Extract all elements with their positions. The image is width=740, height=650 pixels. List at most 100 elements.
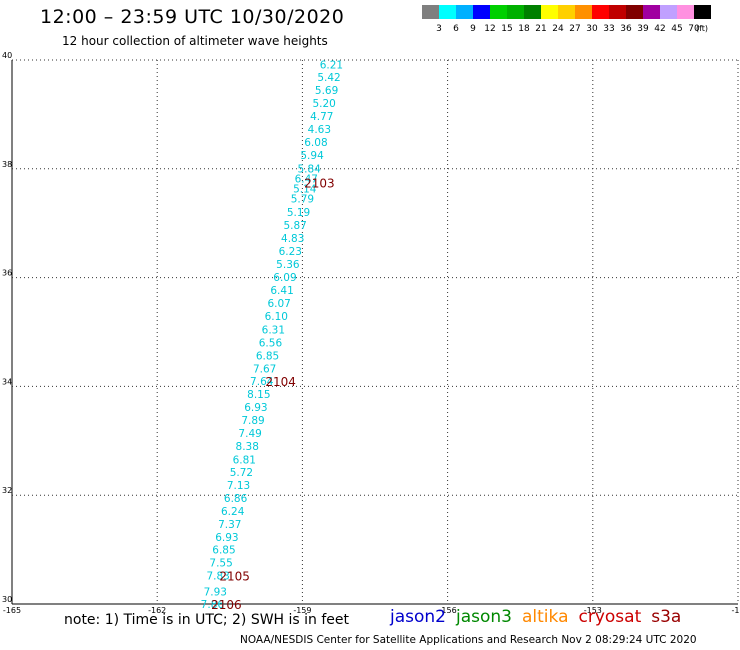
wave-height-point: 5.14 (293, 183, 317, 195)
wave-height-point: 6.10 (265, 311, 288, 323)
wave-height-point: 7.13 (227, 480, 250, 492)
colorbar-swatch (456, 5, 473, 19)
colorbar-swatch (490, 5, 507, 19)
colorbar-swatch (473, 5, 490, 19)
colorbar-label: 24 (552, 24, 564, 34)
wave-height-point: 7.67 (253, 363, 276, 375)
colorbar-swatch (422, 5, 439, 19)
wave-height-point: 5.94 (300, 150, 324, 162)
colorbar-label: 6 (453, 24, 459, 34)
colorbar-swatch (439, 5, 456, 19)
wave-height-point: 5.42 (317, 72, 340, 84)
time-label: 2104 (265, 375, 296, 389)
wave-height-point: 6.85 (256, 350, 279, 362)
colorbar-label: 15 (501, 24, 513, 34)
wave-height-point: 6.93 (215, 532, 238, 544)
wave-height-point: 8.38 (236, 441, 259, 453)
satellite-legend-entry: s3a (651, 607, 682, 627)
colorbar-swatch (626, 5, 643, 19)
wave-height-point: 6.21 (320, 59, 343, 71)
y-tick-label: 34 (2, 377, 12, 386)
wave-height-point: 6.31 (262, 324, 285, 336)
y-tick-label: 40 (2, 51, 12, 60)
wave-height-point: 5.36 (276, 259, 300, 271)
time-label: 2105 (219, 570, 250, 584)
colorbar-label: 9 (470, 24, 476, 34)
wave-height-point: 7.93 (204, 586, 227, 598)
y-tick-label: 30 (2, 595, 12, 604)
colorbar-swatch (541, 5, 558, 19)
wave-height-point: 6.93 (244, 402, 267, 414)
wave-height-point: 7.49 (238, 428, 261, 440)
x-tick-label: -153 (584, 606, 602, 615)
satellite-legend-entry: cryosat (578, 607, 642, 627)
wave-height-point: 6.07 (267, 298, 290, 310)
y-tick-label: 36 (2, 269, 12, 278)
wave-height-point: 6.47 (295, 174, 318, 186)
satellite-legend-entry: jason3 (456, 607, 512, 627)
wave-height-point: 7.64 (250, 376, 274, 388)
time-label: 2103 (304, 176, 335, 190)
wave-height-point: 6.56 (259, 337, 283, 349)
colorbar-label: 45 (671, 24, 683, 34)
colorbar-swatch (575, 5, 592, 19)
wave-height-point: 6.81 (233, 454, 256, 466)
wave-height-point: 4.77 (310, 111, 333, 123)
x-tick-label: -165 (3, 606, 21, 615)
time-label: 2106 (211, 598, 242, 612)
satellite-legend-entry: jason2 (390, 607, 446, 627)
wave-height-point: 6.85 (212, 545, 235, 557)
wave-height-point: 5.72 (230, 467, 253, 479)
colorbar-label: 18 (518, 24, 530, 34)
colorbar-swatch (660, 5, 677, 19)
colorbar-swatch (677, 5, 694, 19)
colorbar-swatch (558, 5, 575, 19)
wave-height-point: 5.19 (287, 207, 310, 219)
colorbar-swatch (643, 5, 660, 19)
wave-height-point: 8.15 (247, 389, 270, 401)
x-tick-label: -159 (293, 606, 311, 615)
x-tick-label: -15 (731, 606, 740, 615)
x-tick-label: -156 (439, 606, 457, 615)
colorbar-label: 39 (637, 24, 649, 34)
wave-height-point: 6.23 (279, 246, 302, 258)
y-tick-label: 38 (2, 160, 12, 169)
wave-height-point: 7.37 (218, 519, 241, 531)
wave-height-point: 5.87 (283, 220, 306, 232)
wave-height-point: 7.83 (206, 571, 229, 583)
wave-height-point: 7.86 (201, 599, 225, 611)
satellite-legend: jason2 jason3 altika cryosat s3a (390, 607, 691, 627)
wave-height-point: 6.86 (224, 493, 248, 505)
wave-height-point: 6.24 (221, 506, 245, 518)
wave-height-point: 6.08 (304, 137, 327, 149)
colorbar-label: 27 (569, 24, 581, 34)
wave-height-point: 7.55 (209, 558, 232, 570)
satellite-legend-entry: altika (522, 607, 569, 627)
colorbar-swatch (507, 5, 524, 19)
colorbar-label: 30 (586, 24, 598, 34)
chart-subtitle: 12 hour collection of altimeter wave hei… (62, 34, 328, 48)
colorbar-label: 3 (436, 24, 442, 34)
wave-height-point: 5.79 (291, 194, 314, 206)
colorbar-label: 21 (535, 24, 547, 34)
colorbar-unit: (ft) (696, 24, 709, 33)
wave-height-point: 6.41 (270, 285, 293, 297)
wave-height-point: 6.09 (273, 272, 296, 284)
colorbar-label: 36 (620, 24, 632, 34)
colorbar-swatch (694, 5, 711, 19)
wave-height-point: 4.63 (308, 124, 331, 136)
wave-height-point: 5.84 (297, 163, 321, 175)
wave-height-point: 5.69 (315, 85, 338, 97)
x-tick-label: -162 (148, 606, 166, 615)
colorbar-label: 42 (654, 24, 666, 34)
y-tick-label: 32 (2, 486, 12, 495)
wave-height-point: 7.89 (241, 415, 264, 427)
colorbar-swatch (524, 5, 541, 19)
colorbar-label: 12 (484, 24, 496, 34)
colorbar-label: 70 (688, 24, 700, 34)
wave-height-point: 4.83 (281, 233, 304, 245)
colorbar-swatch (609, 5, 626, 19)
colorbar-label: 33 (603, 24, 615, 34)
wave-height-point: 5.20 (312, 98, 335, 110)
